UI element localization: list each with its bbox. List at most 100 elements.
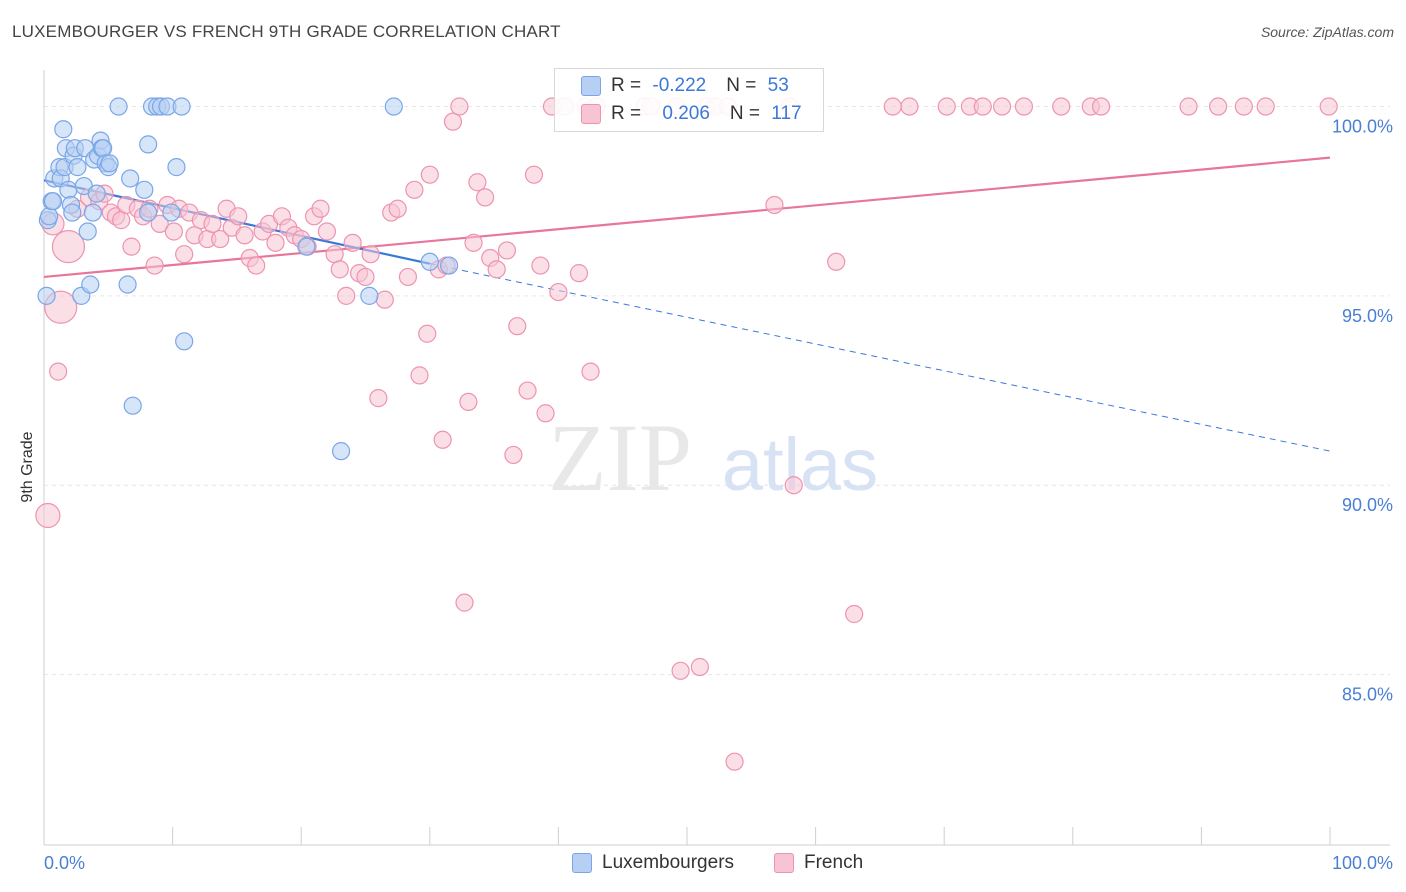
chart-title: LUXEMBOURGER VS FRENCH 9TH GRADE CORRELA… [12, 22, 561, 41]
point-luxembourgers [360, 286, 379, 305]
point-french [508, 317, 527, 336]
y-tick-label: 85.0% [1342, 685, 1393, 705]
point-french [211, 229, 230, 249]
point-luxembourgers [175, 332, 194, 351]
legend-n-value: 117 [771, 103, 802, 124]
point-french [330, 260, 349, 279]
point-french [343, 233, 362, 252]
point-luxembourgers [162, 203, 181, 222]
point-luxembourgers [43, 192, 63, 211]
point-french [150, 214, 169, 234]
source-label: Source: ZipAtlas.com [1260, 24, 1394, 40]
point-french [356, 267, 375, 287]
point-french [845, 604, 864, 624]
point-french [468, 173, 487, 192]
point-french [549, 282, 568, 302]
point-french [35, 502, 61, 529]
point-french [418, 324, 437, 343]
point-luxembourgers [100, 154, 119, 173]
point-french [518, 381, 537, 400]
point-luxembourgers [139, 135, 158, 154]
point-french [1234, 97, 1253, 116]
point-french [725, 752, 744, 771]
point-french [203, 214, 222, 234]
y-axis-label: 9th Grade [19, 431, 36, 502]
point-french [450, 97, 469, 116]
point-luxembourgers [118, 275, 137, 294]
point-french [247, 256, 266, 275]
stats-legend: R = -0.222 N = 53 R = 0.206 N = 117 [554, 68, 824, 132]
point-luxembourgers [94, 139, 113, 158]
point-french [784, 476, 803, 495]
point-french [1091, 97, 1111, 116]
point-french [497, 241, 517, 260]
legend-swatch-luxembourgers [572, 853, 592, 873]
point-french [145, 256, 164, 275]
point-french [311, 199, 330, 218]
data-points [35, 97, 1338, 771]
legend-label-luxembourgers: Luxembourgers [602, 852, 735, 873]
point-luxembourgers [59, 180, 78, 199]
point-french [317, 222, 337, 241]
point-french [369, 389, 388, 408]
point-luxembourgers [121, 169, 140, 188]
point-luxembourgers [139, 203, 158, 222]
point-french [455, 593, 474, 612]
axes [43, 70, 1390, 846]
point-luxembourgers [135, 180, 154, 199]
point-french [581, 362, 600, 381]
point-french [51, 230, 86, 264]
point-french [433, 430, 452, 449]
point-luxembourgers [40, 207, 59, 226]
point-french [671, 661, 690, 680]
point-luxembourgers [83, 203, 102, 222]
point-french [1052, 97, 1071, 116]
point-luxembourgers [68, 158, 87, 177]
point-french [398, 267, 418, 287]
point-luxembourgers [87, 184, 106, 203]
legend-item-luxembourgers: Luxembourgers [572, 852, 734, 874]
point-french [337, 286, 356, 305]
y-tick-label: 100.0% [1332, 117, 1393, 137]
point-french [229, 207, 248, 226]
point-french [690, 657, 709, 677]
point-french [536, 404, 555, 423]
point-french [531, 256, 550, 275]
point-french [487, 260, 506, 279]
legend-n-label: N = [729, 103, 766, 124]
legend-n-value: 53 [767, 75, 789, 96]
legend-r-value: -0.222 [652, 75, 707, 96]
point-luxembourgers [167, 158, 186, 177]
point-french [900, 97, 919, 116]
point-luxembourgers [297, 237, 316, 256]
legend-swatch-luxembourgers [581, 76, 601, 96]
point-luxembourgers [81, 275, 100, 294]
point-french [1014, 97, 1034, 116]
point-french [475, 188, 495, 207]
watermark: ZIP atlas [548, 404, 878, 511]
y-tick-label: 90.0% [1342, 495, 1393, 515]
point-luxembourgers [37, 286, 56, 305]
point-french [112, 211, 131, 230]
point-french [1319, 97, 1338, 116]
point-french [504, 445, 523, 465]
point-french [827, 252, 846, 271]
point-french [1256, 97, 1275, 116]
legend-row-french: R = 0.206 N = 117 [581, 103, 802, 125]
x-tick-label: 0.0% [44, 853, 85, 873]
watermark-zip: ZIP [548, 404, 692, 511]
point-luxembourgers [123, 396, 142, 415]
point-luxembourgers [172, 97, 191, 116]
point-french [405, 180, 424, 199]
point-french [443, 112, 463, 131]
point-luxembourgers [63, 203, 82, 222]
point-luxembourgers [109, 97, 128, 116]
point-french [1209, 97, 1228, 116]
point-french [175, 245, 194, 264]
grid-lines [44, 106, 1390, 676]
point-french [388, 199, 407, 218]
legend-swatch-french [774, 853, 794, 873]
point-french [164, 222, 183, 241]
point-french [992, 97, 1012, 116]
x-tick-label: 100.0% [1332, 853, 1393, 873]
